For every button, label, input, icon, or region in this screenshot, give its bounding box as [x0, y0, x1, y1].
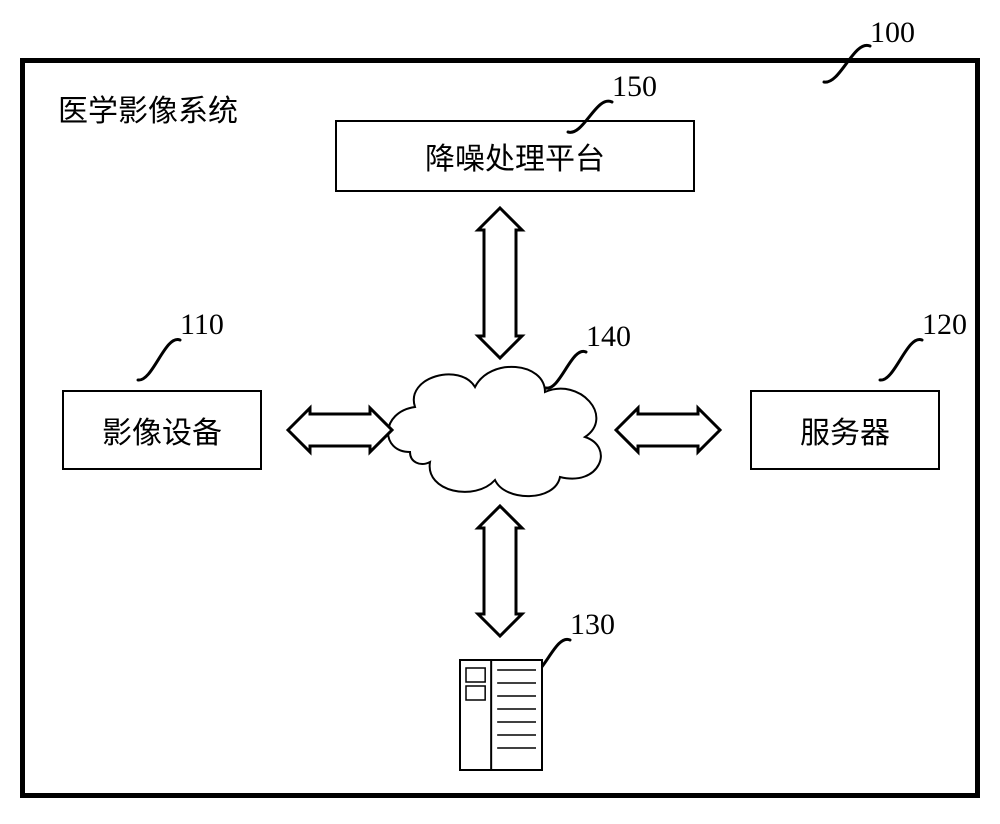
server-label: 服务器: [800, 408, 890, 452]
network-ref-label: 140: [586, 320, 631, 354]
platform-label: 降噪处理平台: [425, 134, 605, 178]
system-ref-label: 100: [870, 16, 915, 50]
server-ref-label: 120: [922, 308, 967, 342]
platform-node: 降噪处理平台: [335, 120, 695, 192]
network-label: 网络: [470, 415, 530, 459]
platform-ref-label: 150: [612, 70, 657, 104]
server-node: 服务器: [750, 390, 940, 470]
imaging-node: 影像设备: [62, 390, 262, 470]
diagram-canvas: 医学影像系统 100 降噪处理平台 150 影像设备 110 服务器 120 网…: [0, 0, 1000, 824]
system-title: 医学影像系统: [58, 86, 238, 130]
imaging-ref-label: 110: [180, 308, 224, 342]
imaging-label: 影像设备: [102, 408, 222, 452]
terminal-ref-label: 130: [570, 608, 615, 642]
